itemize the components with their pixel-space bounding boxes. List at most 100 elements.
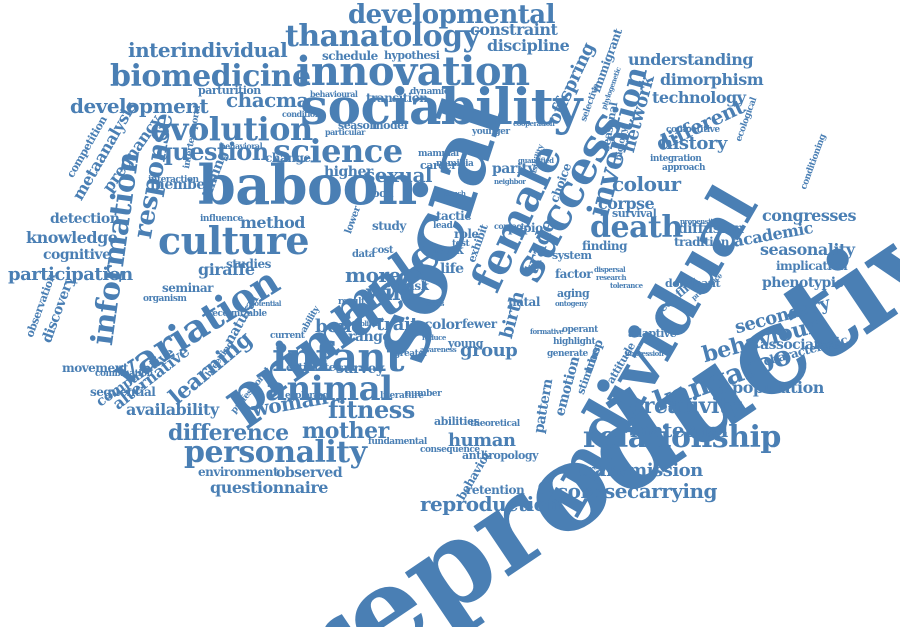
word-relationship: relationship (583, 420, 781, 455)
word-consequence: consequence (420, 445, 480, 455)
word-behavioural: behavioural (310, 89, 358, 99)
word-dominant: dominant (665, 277, 721, 290)
word-model: model (372, 119, 408, 132)
word-integration: integration (650, 154, 702, 164)
word-culture: culture (158, 218, 310, 263)
word-biomedicine: biomedicine (110, 59, 311, 94)
word-namibia: namibia (436, 159, 474, 169)
word-diffusion: diffusion (678, 221, 744, 237)
word-competitive: competitive (666, 125, 720, 135)
word-generate: generate (547, 349, 588, 359)
word-approach: approach (662, 163, 706, 173)
word-sequential: sequential (90, 385, 156, 399)
word-animal: animal (265, 369, 393, 409)
word-population: population (732, 378, 824, 397)
word-questionnaire: questionnaire (210, 478, 328, 497)
word-participation: participation (8, 264, 133, 285)
word-giraffe: giraffe (198, 260, 255, 279)
word-range: range (348, 329, 391, 345)
word-infant: infant (272, 334, 404, 381)
word-science: science (273, 132, 403, 170)
word-research: research (596, 273, 627, 282)
word-aging: aging (557, 287, 590, 300)
word-transition: transition (366, 91, 428, 105)
word-trait: trait (376, 314, 419, 335)
word-blind: blind (360, 319, 378, 328)
word-history: history (660, 133, 727, 154)
word-combination: combination (95, 369, 153, 379)
word-finding: finding (582, 239, 628, 253)
word-parturition: parturition (198, 84, 261, 97)
word-test: test (452, 239, 470, 249)
word-survival: survival (612, 207, 657, 220)
word-maternal: maternal (630, 418, 728, 442)
word-difference: difference (168, 420, 289, 446)
word-life: life (440, 261, 464, 277)
word-sociability: sociability (300, 77, 582, 136)
word-dynamic: dynamic (410, 87, 449, 97)
word-transmission: transmission (578, 460, 703, 481)
word-more: more (345, 263, 401, 287)
word-congresses: congresses (762, 206, 857, 225)
word-behavioral: behavioral (220, 141, 263, 151)
word-associative: associative (760, 337, 841, 353)
word-papio: papio (508, 221, 543, 235)
word-innovation: innovation (296, 48, 530, 95)
word-development: development (70, 94, 209, 118)
word-season: season (338, 119, 377, 132)
word-career: career (420, 159, 457, 172)
word-seminar: seminar (162, 281, 213, 295)
word-conditioning: conditioning (799, 133, 829, 192)
word-death: death (590, 210, 683, 245)
word-quantified: quantified (518, 156, 554, 165)
word-anthropology: anthropology (462, 449, 538, 462)
word-operant: operant (562, 325, 598, 335)
word-particular: particular (325, 127, 365, 137)
word-hypothesis: hypothesi (384, 49, 440, 62)
word-potential: potential (250, 299, 281, 308)
word-detection: detection (50, 211, 120, 227)
word-creativity: creativity (630, 393, 741, 419)
word-member: member (150, 177, 212, 193)
word-number: number (405, 389, 442, 399)
word-higher: higher (324, 164, 373, 180)
word-cognitive: cognitive (43, 247, 111, 263)
word-change: change (265, 151, 311, 165)
word-data: data (352, 249, 375, 260)
word-influence: influence (200, 214, 243, 224)
word-group: group (460, 340, 518, 361)
word-retention: retention (466, 483, 525, 497)
word-tolerance: tolerance (610, 281, 643, 290)
word-baboon: baboon (198, 153, 417, 217)
word-propensity: propensity (680, 217, 717, 226)
word-literature: literature (380, 391, 424, 401)
word-natal: natal (508, 295, 540, 309)
word-phenotypic: phenotypic (762, 275, 844, 291)
word-color: color (424, 317, 462, 333)
word-neighbor: neighbor (494, 177, 526, 186)
word-mother: mother (302, 418, 389, 444)
word-developmental: developmental (348, 0, 555, 30)
word-result: result (338, 297, 365, 307)
word-impression: impression (625, 349, 664, 358)
word-theoretical: theoretical (470, 419, 520, 429)
word-schedule: schedule (322, 49, 378, 63)
word-abilities: abilities (434, 415, 480, 428)
word-study: study (372, 219, 406, 233)
word-availability: availability (126, 400, 219, 419)
word-task: task (402, 279, 429, 293)
word-discipline: discipline (487, 36, 570, 55)
word-human: human (448, 430, 516, 451)
word-wild: wild (366, 280, 416, 306)
word-dispersal: dispersal (594, 265, 626, 274)
word-chacma: chacma (226, 88, 309, 112)
word-younger: younger (472, 127, 510, 137)
word-tactic: tactic (436, 209, 472, 223)
word-reproduction: reproduction (420, 492, 561, 516)
word-knowledge: knowledge (26, 228, 118, 247)
word-fewer: fewer (462, 317, 497, 331)
word-colour: colour (612, 172, 681, 196)
word-thanatology: thanatology (285, 19, 480, 54)
word-dimorphism: dimorphism (660, 70, 764, 89)
